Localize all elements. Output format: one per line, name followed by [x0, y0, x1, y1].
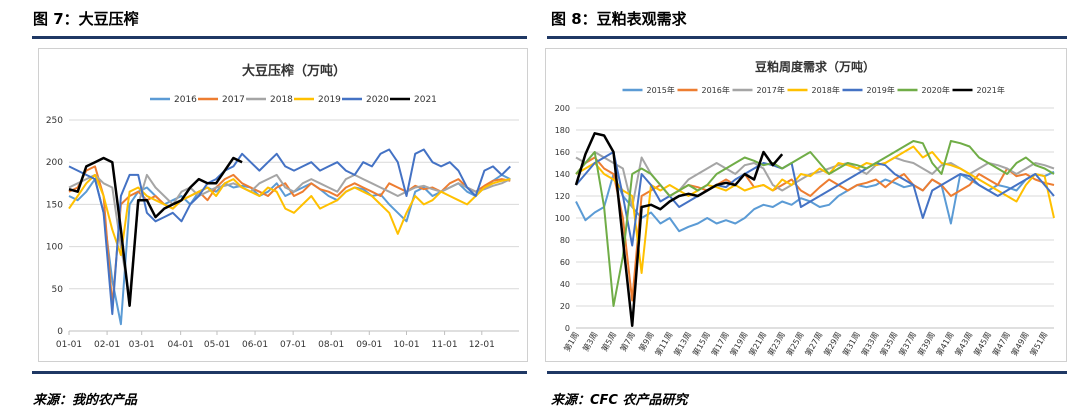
y-tick-label: 50 — [52, 285, 64, 295]
series-line-2020 — [68, 148, 512, 316]
right-top-rule — [547, 36, 1067, 39]
legend-label-2017: 2017 — [222, 95, 245, 105]
legend-label-2017年: 2017年 — [757, 85, 785, 95]
figure-8-title: 图 8：豆粕表观需求 — [551, 10, 687, 28]
x-tick-label: 第1周 — [562, 330, 581, 353]
left-source: 来源：我的农产品 — [33, 393, 138, 408]
left-bottom-rule — [32, 371, 527, 374]
y-tick-label: 150 — [46, 200, 63, 210]
figure-7-title: 图 7：大豆压榨 — [33, 10, 139, 28]
x-tick-label: 06-01 — [242, 340, 268, 350]
x-tick-label: 01-01 — [56, 340, 82, 350]
x-tick-label: 05-01 — [204, 340, 230, 350]
series-line-2021年 — [574, 132, 784, 328]
y-tick-label: 40 — [560, 280, 570, 289]
legend-label-2020年: 2020年 — [922, 85, 950, 95]
legend-label-2019: 2019 — [318, 95, 341, 105]
y-tick-label: 0 — [565, 324, 570, 333]
x-tick-label: 第3周 — [580, 330, 599, 353]
series-line-2018年 — [575, 145, 1055, 274]
x-tick-label: 03-01 — [129, 340, 155, 350]
series-line-2016年 — [575, 156, 1055, 302]
series-line-2020年 — [575, 140, 1055, 307]
x-tick-label: 第51周 — [1028, 330, 1050, 358]
x-tick-label: 07-01 — [280, 340, 306, 350]
x-tick-label: 02-01 — [94, 340, 120, 350]
legend-label-2018: 2018 — [270, 95, 293, 105]
y-tick-label: 0 — [57, 327, 63, 337]
soymeal-demand-chart: 豆粕周度需求（万吨） 0 20 40 60 80 100 120 140 160 180 200 第1周… — [555, 59, 1055, 358]
right-chart-panel: 豆粕周度需求（万吨） 0 20 40 60 80 100 120 140 160 180 200 第1周… — [545, 48, 1067, 362]
x-tick-label: 第7周 — [618, 330, 637, 353]
y-tick-label: 180 — [555, 126, 570, 135]
left-chart-panel: 大豆压榨（万吨） 0 50 100 150 200 250 01-01 02-01 03-01 04… — [38, 48, 528, 362]
legend-label-2018年: 2018年 — [812, 85, 840, 95]
legend-label-2020: 2020 — [366, 95, 389, 105]
x-tick-label: 11-01 — [431, 340, 457, 350]
x-tick-label: 第5周 — [599, 330, 618, 353]
series-line-2015年 — [575, 170, 1055, 233]
legend-label-2016: 2016 — [174, 95, 197, 105]
series-line-2021 — [68, 156, 243, 307]
legend-label-2016年: 2016年 — [702, 85, 730, 95]
y-tick-label: 120 — [555, 192, 570, 201]
right-bottom-rule — [547, 371, 1067, 374]
y-tick-label: 100 — [555, 214, 570, 223]
y-tick-label: 100 — [46, 243, 63, 253]
x-tick-label: 12-01 — [469, 340, 495, 350]
legend-label-2019年: 2019年 — [867, 85, 895, 95]
soybean-crush-chart: 大豆压榨（万吨） 0 50 100 150 200 250 01-01 02-01 03-01 04… — [46, 63, 519, 350]
legend-label-2015年: 2015年 — [647, 85, 675, 95]
legend-label-2021: 2021 — [414, 95, 437, 105]
y-tick-label: 20 — [560, 302, 570, 311]
legend-label-2021年: 2021年 — [977, 85, 1005, 95]
y-tick-label: 140 — [555, 170, 570, 179]
y-tick-label: 200 — [555, 104, 570, 113]
x-tick-label: 08-01 — [318, 340, 344, 350]
x-tick-label: 第9周 — [637, 330, 656, 353]
y-tick-label: 250 — [46, 116, 63, 126]
y-tick-label: 200 — [46, 158, 63, 168]
chart-title: 豆粕周度需求（万吨） — [755, 59, 875, 74]
right-source: 来源：CFC 农产品研究 — [551, 393, 688, 408]
x-tick-label: 09-01 — [356, 340, 382, 350]
y-tick-label: 80 — [560, 236, 570, 245]
x-tick-label: 10-01 — [393, 340, 419, 350]
y-tick-label: 160 — [555, 148, 570, 157]
left-top-rule — [32, 36, 527, 39]
y-tick-label: 60 — [560, 258, 570, 267]
series-line-2019年 — [575, 151, 1055, 247]
x-tick-label: 04-01 — [168, 340, 194, 350]
chart-title: 大豆压榨（万吨） — [242, 63, 346, 79]
